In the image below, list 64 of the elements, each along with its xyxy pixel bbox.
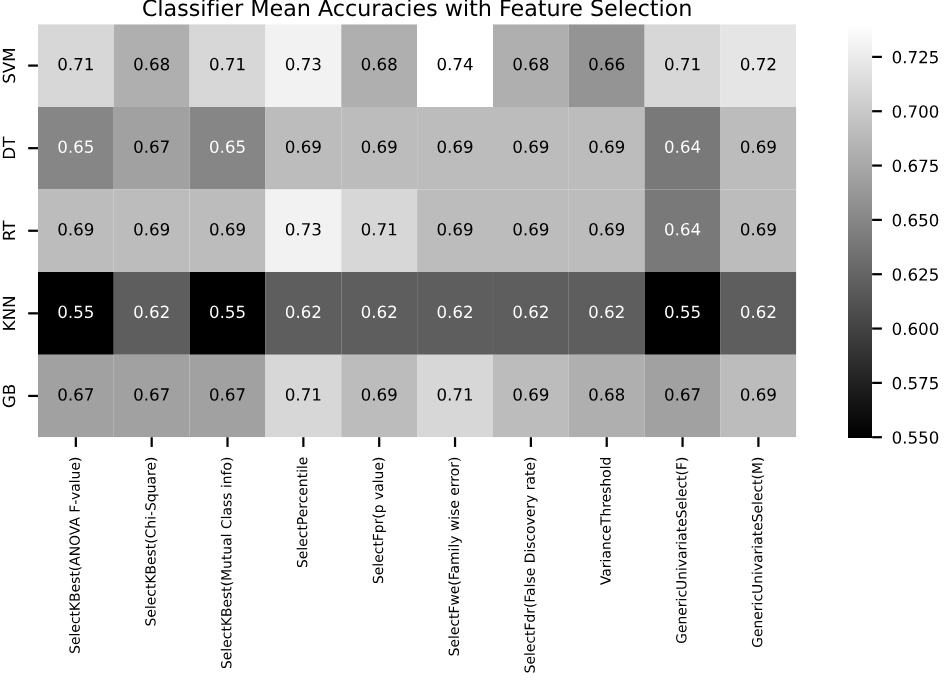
data-label: 0.62 [589,305,624,319]
data-label: 0.69 [513,222,549,236]
data-label: 0.69 [134,222,170,236]
data-label: 0.67 [58,388,93,401]
data-label: 0.69 [589,222,625,236]
data-label: 0.69 [361,140,397,153]
data-label: 0.68 [361,57,397,71]
data-label: 0.67 [134,140,169,153]
data-label: 0.71 [58,57,93,71]
data-label: 0.64 [665,222,701,236]
data-label: 0.62 [437,305,472,319]
y-tick-label: GB [2,384,16,408]
data-label: 0.73 [285,222,321,236]
data-label: 0.71 [210,57,245,71]
data-label: 0.69 [285,140,321,153]
data-label: 0.69 [210,222,245,236]
data-label: 0.74 [437,57,473,71]
y-tick-label: DT [2,136,16,159]
data-label: 0.65 [58,140,93,153]
data-label: 0.71 [285,388,321,401]
data-label: 0.71 [361,222,397,236]
data-label: 0.69 [58,222,94,236]
data-label: 0.62 [134,305,169,319]
color-bar-label: 0.725 [892,50,938,64]
data-label: 0.69 [740,388,776,401]
data-label: 0.66 [589,57,625,71]
color-bar-label: 0.625 [892,268,938,281]
data-label: 0.62 [361,305,397,319]
y-tick-label: KNN [2,297,16,330]
data-label: 0.62 [285,305,321,319]
data-label: 0.71 [665,57,700,71]
data-label: 0.65 [210,140,245,153]
data-label: 0.67 [665,388,700,401]
data-label: 0.69 [740,222,776,236]
data-label: 0.68 [513,57,549,71]
data-label: 0.68 [589,388,625,401]
data-label: 0.73 [285,57,321,71]
color-bar-label: 0.600 [892,322,939,336]
color-bar-label: 0.575 [892,376,938,390]
color-bar-label: 0.675 [892,159,938,173]
data-label: 0.69 [513,140,549,153]
data-label: 0.55 [665,305,700,319]
y-tick-label: RT [2,220,16,240]
data-label: 0.64 [665,140,701,153]
data-label: 0.69 [589,140,625,153]
data-label: 0.69 [437,140,473,153]
data-label: 0.69 [361,388,397,401]
color-bar-label: 0.650 [892,213,939,227]
color-bar-label: 0.550 [892,431,939,444]
chart-title: Classifier Mean Accuracies with Feature Selection [143,0,691,17]
data-label: 0.69 [437,222,473,236]
data-label: 0.55 [58,305,93,319]
data-label: 0.69 [740,140,776,153]
data-label: 0.67 [210,388,245,401]
data-label: 0.62 [513,305,548,319]
data-label: 0.67 [134,388,169,401]
data-label: 0.55 [210,305,245,319]
y-tick-label: SVM [2,49,16,83]
color-bar-label: 0.700 [892,105,939,118]
data-label: 0.68 [134,57,170,71]
data-label: 0.69 [513,388,549,401]
data-label: 0.72 [740,57,776,71]
data-label: 0.62 [740,305,776,319]
data-label: 0.71 [437,388,473,401]
